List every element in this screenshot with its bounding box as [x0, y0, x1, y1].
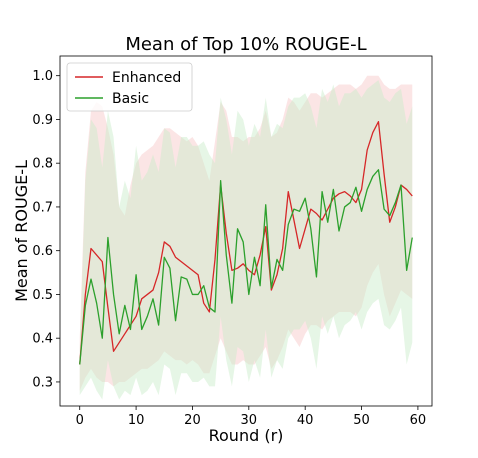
y-tick-label: 0.6 [32, 244, 53, 259]
y-tick-label: 1.0 [32, 69, 53, 84]
y-axis-label: Mean of ROUGE-L [12, 160, 31, 302]
y-tick-label: 0.3 [32, 375, 53, 390]
legend-label-basic: Basic [112, 91, 149, 107]
y-tick-label: 0.5 [32, 288, 53, 303]
x-tick-label: 0 [76, 413, 84, 428]
line-basic [79, 169, 413, 365]
y-tick-label: 0.7 [32, 200, 53, 215]
band-basic [79, 80, 413, 400]
x-tick-label: 20 [184, 413, 201, 428]
legend-label-enhanced: Enhanced [112, 70, 181, 86]
x-tick-label: 30 [241, 413, 258, 428]
x-tick-label: 60 [410, 413, 427, 428]
y-tick-label: 0.8 [32, 157, 53, 172]
legend-box [66, 62, 193, 112]
confidence-bands [79, 75, 413, 400]
x-axis-ticks: 0 10 20 30 40 50 60 [76, 406, 427, 428]
axes [59, 55, 433, 407]
legend: Enhanced Basic [66, 62, 193, 112]
x-tick-label: 50 [353, 413, 370, 428]
x-tick-label: 10 [128, 413, 145, 428]
plot-area-frame [59, 55, 433, 407]
y-axis-ticks: 0.3 0.4 0.5 0.6 0.7 0.8 0.9 1.0 [32, 69, 60, 390]
x-tick-label: 40 [297, 413, 314, 428]
series-lines [79, 120, 413, 365]
y-tick-label: 0.9 [32, 113, 53, 128]
x-axis-label: Round (r) [209, 426, 284, 445]
band-enhanced [79, 75, 413, 391]
y-tick-label: 0.4 [32, 332, 53, 347]
chart-title: Mean of Top 10% ROUGE-L [125, 34, 366, 55]
